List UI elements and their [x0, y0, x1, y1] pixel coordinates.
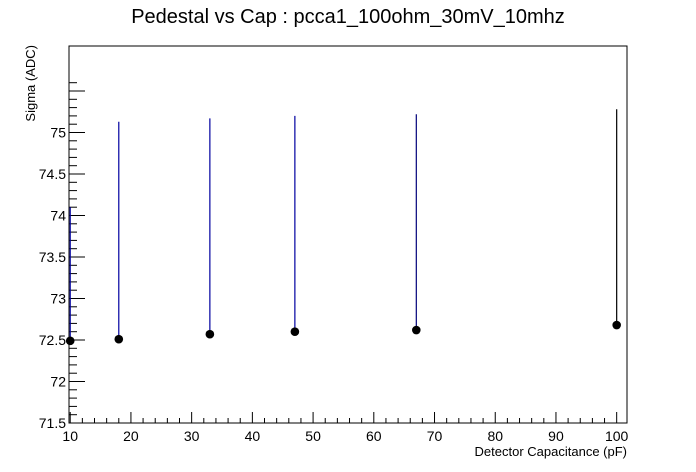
x-tick-label: 30 — [184, 428, 200, 444]
x-tick-label: 70 — [427, 428, 443, 444]
chart-title: Pedestal vs Cap : pcca1_100ohm_30mV_10mh… — [131, 6, 565, 28]
y-tick-label: 73 — [50, 291, 66, 307]
series — [65, 109, 621, 346]
x-tick-label: 20 — [123, 428, 139, 444]
data-point — [612, 320, 621, 330]
y-tick-label: 74 — [50, 208, 66, 224]
x-tick-label: 60 — [366, 428, 382, 444]
data-point — [205, 329, 215, 339]
y-tick-label: 73.5 — [39, 249, 66, 265]
x-tick-label: 10 — [62, 428, 78, 444]
x-tick-label: 100 — [605, 428, 629, 444]
plot-area-border — [68, 45, 628, 424]
x-axis-label: Detector Capacitance (pF) — [475, 444, 627, 459]
y-tick-label: 74.5 — [39, 166, 66, 182]
x-tick-label: 40 — [245, 428, 261, 444]
y-tick-label: 72.5 — [39, 332, 66, 348]
x-tick-label: 50 — [305, 428, 321, 444]
x-tick-label: 80 — [487, 428, 503, 444]
y-axis-label: Sigma (ADC) — [23, 45, 38, 122]
data-point — [290, 327, 300, 337]
y-axis: 71.5 72 72.5 73 73.5 74 74.5 75 — [39, 82, 85, 431]
x-axis: 10 20 30 40 50 60 70 80 90 100 — [62, 412, 629, 444]
data-point — [412, 325, 421, 335]
y-tick-label: 72 — [50, 374, 66, 390]
x-tick-label: 90 — [548, 428, 564, 444]
data-point — [114, 334, 124, 344]
data-point — [65, 336, 75, 346]
y-tick-label: 71.5 — [39, 415, 66, 431]
y-tick-label: 75 — [50, 125, 66, 141]
plot-frame — [68, 45, 628, 424]
